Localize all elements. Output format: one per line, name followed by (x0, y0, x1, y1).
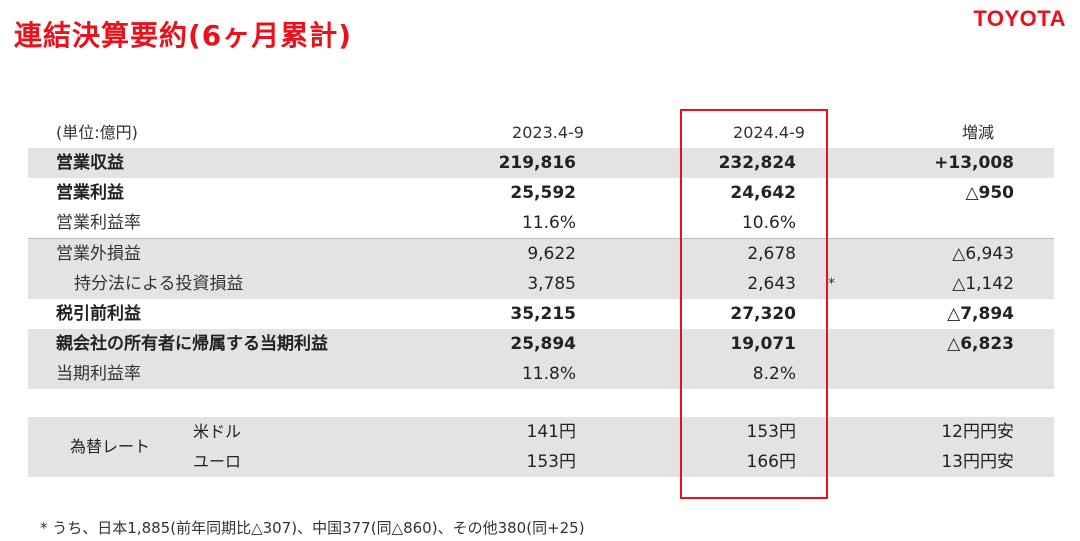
table-row: 税引前利益 35,215 27,320 △7,894 (28, 299, 1054, 329)
value-2023: 35,215 (510, 304, 576, 324)
table-row: 営業外損益 9,622 2,678 △6,943 (28, 238, 1054, 269)
toyota-logo: TOYOTA (973, 6, 1066, 31)
value-2024: 10.6% (741, 213, 796, 233)
value-2023: 25,592 (510, 183, 576, 203)
table-row: 営業収益 219,816 232,824 +13,008 (28, 148, 1054, 178)
fx-row-eur: ユーロ 153円 166円 13円円安 (28, 447, 1054, 477)
value-change: △7,894 (947, 304, 1014, 324)
row-label: 親会社の所有者に帰属する当期利益 (56, 334, 328, 354)
value-2024: 27,320 (730, 304, 796, 324)
value-2023: 3,785 (527, 274, 576, 294)
row-label: 持分法による投資損益 (74, 274, 244, 294)
value-2024: 19,071 (730, 334, 796, 354)
table-header-row: (単位:億円) 2023.4-9 2024.4-9 増減 (28, 118, 1054, 148)
value-2024: 166円 (746, 452, 796, 472)
row-label: 税引前利益 (56, 304, 141, 324)
value-2023: 11.6% (521, 213, 576, 233)
value-change: △6,943 (952, 244, 1014, 264)
value-2023: 25,894 (510, 334, 576, 354)
value-2023: 9,622 (527, 244, 576, 264)
row-label: 営業収益 (56, 153, 124, 173)
column-header-2023: 2023.4-9 (512, 123, 584, 142)
row-label: 当期利益率 (56, 364, 141, 384)
row-label: 営業利益率 (56, 213, 141, 233)
fx-rate-block: 為替レート 米ドル 141円 153円 12円円安 ユーロ 153円 166円 … (28, 417, 1054, 477)
fx-currency-label: 米ドル (193, 422, 242, 441)
row-label: 営業利益 (56, 183, 124, 203)
table-row: 親会社の所有者に帰属する当期利益 25,894 19,071 △6,823 (28, 329, 1054, 359)
column-header-change: 増減 (961, 123, 994, 142)
table-row: 持分法による投資損益 3,785 2,643 * △1,142 (28, 269, 1054, 299)
row-label: 営業外損益 (56, 244, 141, 264)
value-2024: 232,824 (718, 153, 796, 173)
value-change: △6,823 (947, 334, 1014, 354)
column-header-2024: 2024.4-9 (733, 123, 805, 142)
fx-row-usd: 米ドル 141円 153円 12円円安 (28, 417, 1054, 447)
summary-table: (単位:億円) 2023.4-9 2024.4-9 増減 営業収益 219,81… (28, 118, 1054, 477)
value-change: △950 (965, 183, 1014, 203)
footnote: * うち、日本1,885(前年同期比△307)、中国377(同△860)、その他… (40, 519, 585, 537)
value-2024: 2,678 (747, 244, 796, 264)
value-2023: 219,816 (498, 153, 576, 173)
table-spacer (28, 389, 1054, 417)
value-2024: 8.2% (752, 364, 796, 384)
footnote-mark: * (828, 276, 835, 292)
value-change: 13円円安 (941, 452, 1014, 472)
unit-label: (単位:億円) (56, 123, 138, 142)
fx-rate-label: 為替レート (70, 437, 151, 456)
value-2023: 153円 (526, 452, 576, 472)
value-2024: 153円 (746, 422, 796, 442)
value-2024: 24,642 (730, 183, 796, 203)
table-row: 当期利益率 11.8% 8.2% (28, 359, 1054, 389)
table-row: 営業利益率 11.6% 10.6% (28, 208, 1054, 238)
value-change: 12円円安 (941, 422, 1014, 442)
value-2023: 141円 (526, 422, 576, 442)
value-2024: 2,643 (747, 274, 796, 294)
page-title: 連結決算要約(6ヶ月累計) (14, 19, 353, 52)
value-2023: 11.8% (521, 364, 576, 384)
table-row: 営業利益 25,592 24,642 △950 (28, 178, 1054, 208)
value-change: △1,142 (952, 274, 1014, 294)
value-change: +13,008 (934, 153, 1014, 173)
fx-currency-label: ユーロ (193, 452, 242, 471)
